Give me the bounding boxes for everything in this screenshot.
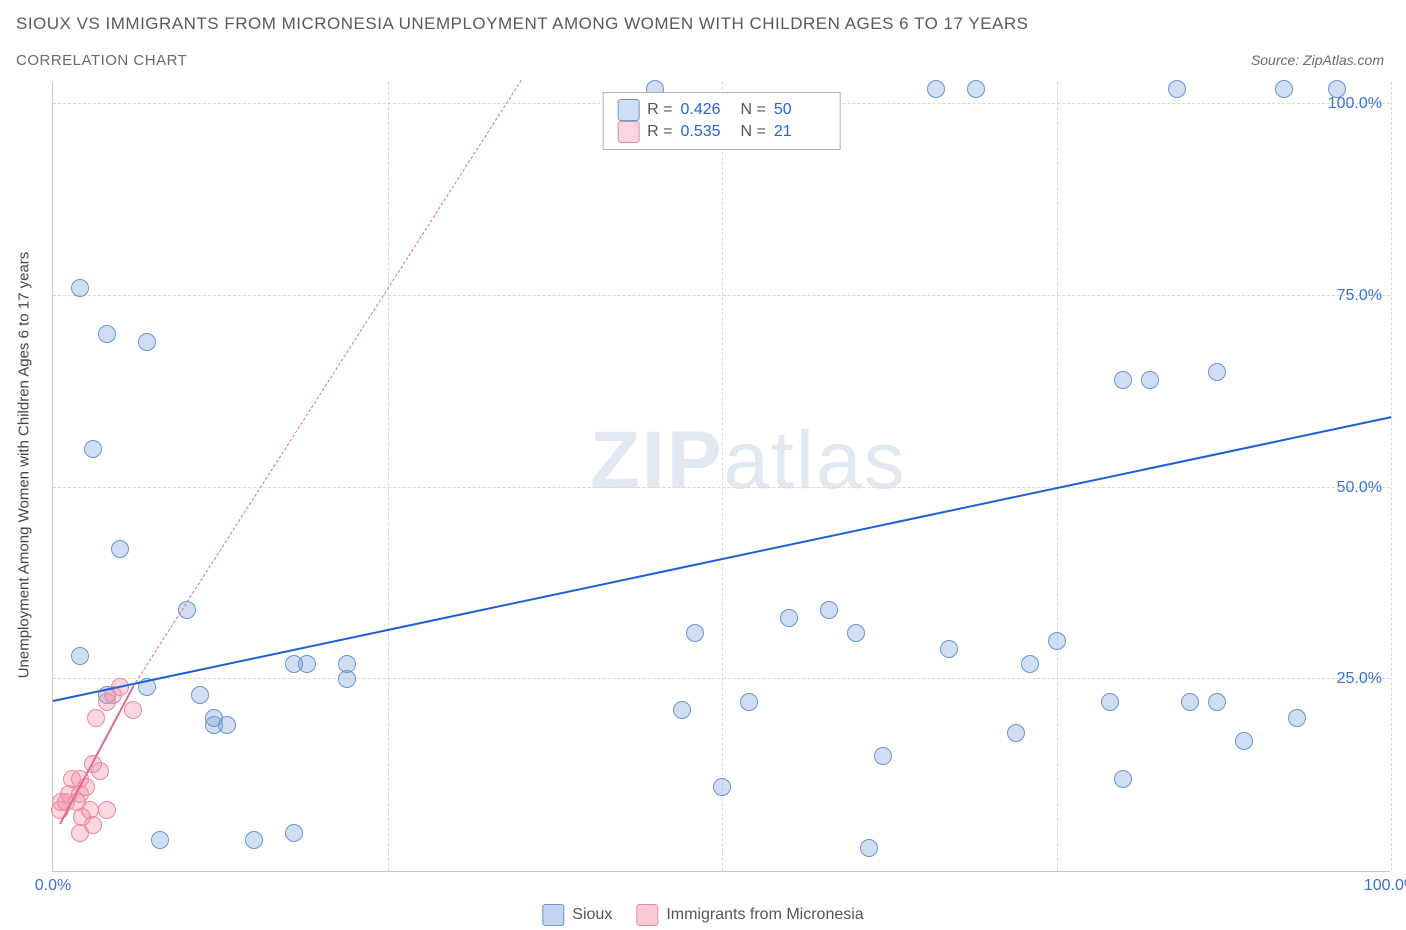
stat-n-label: N = (741, 123, 766, 141)
data-point (1021, 655, 1039, 673)
series-swatch (617, 99, 639, 121)
y-tick-label: 75.0% (1337, 287, 1382, 305)
data-point (740, 693, 758, 711)
data-point (820, 601, 838, 619)
stat-n-value: 50 (774, 101, 826, 119)
gridline-v (722, 82, 723, 871)
chart-subtitle: CORRELATION CHART (16, 52, 187, 69)
data-point (1275, 80, 1293, 98)
data-point (1208, 363, 1226, 381)
series-swatch (617, 121, 639, 143)
data-point (967, 80, 985, 98)
data-point (1114, 371, 1132, 389)
data-point (1328, 80, 1346, 98)
data-point (1048, 632, 1066, 650)
legend-label: Sioux (572, 906, 612, 924)
data-point (298, 655, 316, 673)
data-point (686, 624, 704, 642)
y-tick-label: 25.0% (1337, 670, 1382, 688)
data-point (124, 701, 142, 719)
data-point (860, 839, 878, 857)
scatter-chart: ZIPatlas 25.0%50.0%75.0%100.0%0.0%100.0%… (52, 82, 1390, 872)
y-axis-label: Unemployment Among Women with Children A… (16, 252, 33, 679)
data-point (71, 279, 89, 297)
data-point (338, 655, 356, 673)
x-tick-label: 0.0% (35, 877, 71, 895)
legend-bottom: Sioux Immigrants from Micronesia (542, 904, 863, 926)
legend-item: Sioux (542, 904, 612, 926)
data-point (84, 440, 102, 458)
data-point (780, 609, 798, 627)
data-point (1007, 724, 1025, 742)
legend-swatch (636, 904, 658, 926)
trend-line (133, 80, 522, 686)
data-point (1181, 693, 1199, 711)
x-tick-label: 100.0% (1364, 877, 1406, 895)
data-point (874, 747, 892, 765)
data-point (673, 701, 691, 719)
data-point (191, 686, 209, 704)
y-tick-label: 100.0% (1328, 95, 1382, 113)
source-attribution: Source: ZipAtlas.com (1251, 52, 1384, 68)
stat-r-value: 0.535 (681, 123, 733, 141)
chart-title: SIOUX VS IMMIGRANTS FROM MICRONESIA UNEM… (16, 14, 1029, 34)
watermark-bold: ZIP (590, 415, 724, 506)
stat-r-value: 0.426 (681, 101, 733, 119)
stat-r-label: R = (647, 123, 672, 141)
legend-item: Immigrants from Micronesia (636, 904, 863, 926)
gridline-v (388, 82, 389, 871)
watermark-rest: atlas (723, 415, 906, 506)
data-point (138, 333, 156, 351)
data-point (713, 778, 731, 796)
watermark: ZIPatlas (590, 414, 907, 508)
data-point (111, 540, 129, 558)
stat-n-value: 21 (774, 123, 826, 141)
data-point (87, 709, 105, 727)
stats-row: R = 0.535 N = 21 (617, 121, 826, 143)
data-point (1114, 770, 1132, 788)
gridline-v (1391, 82, 1392, 871)
data-point (1141, 371, 1159, 389)
stats-row: R = 0.426 N = 50 (617, 99, 826, 121)
data-point (151, 831, 169, 849)
data-point (847, 624, 865, 642)
data-point (98, 801, 116, 819)
data-point (338, 670, 356, 688)
stats-legend-box: R = 0.426 N = 50 R = 0.535 N = 21 (602, 92, 841, 150)
data-point (1101, 693, 1119, 711)
data-point (84, 816, 102, 834)
legend-swatch (542, 904, 564, 926)
data-point (927, 80, 945, 98)
data-point (285, 824, 303, 842)
data-point (1235, 732, 1253, 750)
data-point (245, 831, 263, 849)
legend-label: Immigrants from Micronesia (666, 906, 863, 924)
gridline-v (1057, 82, 1058, 871)
data-point (1288, 709, 1306, 727)
y-tick-label: 50.0% (1337, 479, 1382, 497)
data-point (98, 325, 116, 343)
stat-n-label: N = (741, 101, 766, 119)
data-point (1208, 693, 1226, 711)
data-point (71, 647, 89, 665)
stat-r-label: R = (647, 101, 672, 119)
data-point (218, 716, 236, 734)
data-point (940, 640, 958, 658)
data-point (1168, 80, 1186, 98)
